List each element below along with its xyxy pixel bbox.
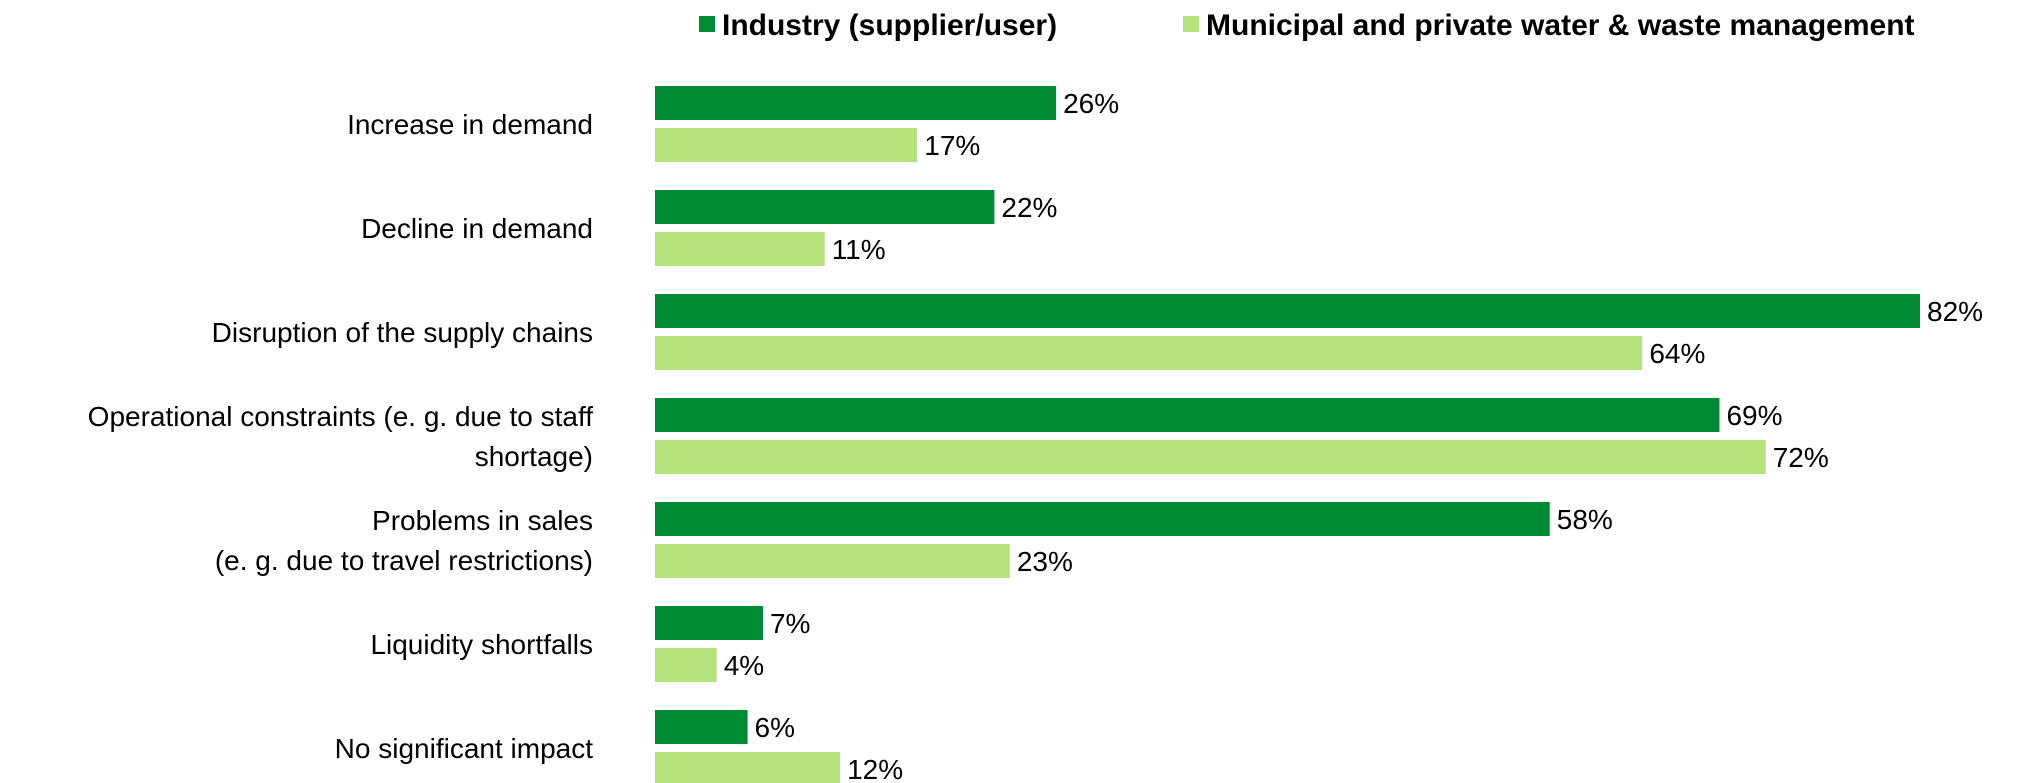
category-label: (e. g. due to travel restrictions) [215,545,593,576]
data-label: 23% [1017,546,1073,577]
bar-municipal [655,752,841,783]
legend-label-1: Industry (supplier/user) [722,9,1057,42]
bar-municipal [655,232,825,266]
bar-industry [655,294,1920,328]
data-label: 17% [924,130,980,161]
data-label: 26% [1063,88,1119,119]
data-label: 12% [847,754,903,783]
data-label: 82% [1927,296,1983,327]
data-label: 7% [770,608,810,639]
data-label: 11% [832,234,886,265]
category-label: No significant impact [335,733,594,764]
plot-area: Increase in demand 26% 17% Decline in deman… [88,86,1983,783]
bar-industry [655,710,748,744]
category-label: Disruption of the supply chains [212,317,593,348]
bar-municipal [655,128,918,162]
bar-municipal [655,544,1010,578]
data-label: 72% [1773,442,1829,473]
bar-industry [655,606,763,640]
category-label: Problems in sales [372,505,593,536]
bar-industry [655,502,1550,536]
data-label: 4% [724,650,764,681]
data-label: 69% [1726,400,1782,431]
data-label: 22% [1001,192,1057,223]
category-label: Increase in demand [347,109,593,140]
data-label: 64% [1649,338,1705,369]
bar-municipal [655,440,1766,474]
legend: Industry (supplier/user) Municipal and pr… [699,9,1915,42]
bar-municipal [655,648,717,682]
data-label: 6% [755,712,795,743]
category-label: Decline in demand [361,213,593,244]
legend-swatch-1 [699,16,715,32]
category-label: Liquidity shortfalls [370,629,593,660]
category-label: Operational constraints (e. g. due to st… [88,401,594,432]
bar-industry [655,190,995,224]
data-label: 58% [1557,504,1613,535]
category-label: shortage) [475,441,593,472]
legend-swatch-2 [1183,16,1199,32]
legend-label-2: Municipal and private water & waste mana… [1206,9,1915,42]
bar-industry [655,398,1720,432]
bar-industry [655,86,1057,120]
bar-municipal [655,336,1643,370]
